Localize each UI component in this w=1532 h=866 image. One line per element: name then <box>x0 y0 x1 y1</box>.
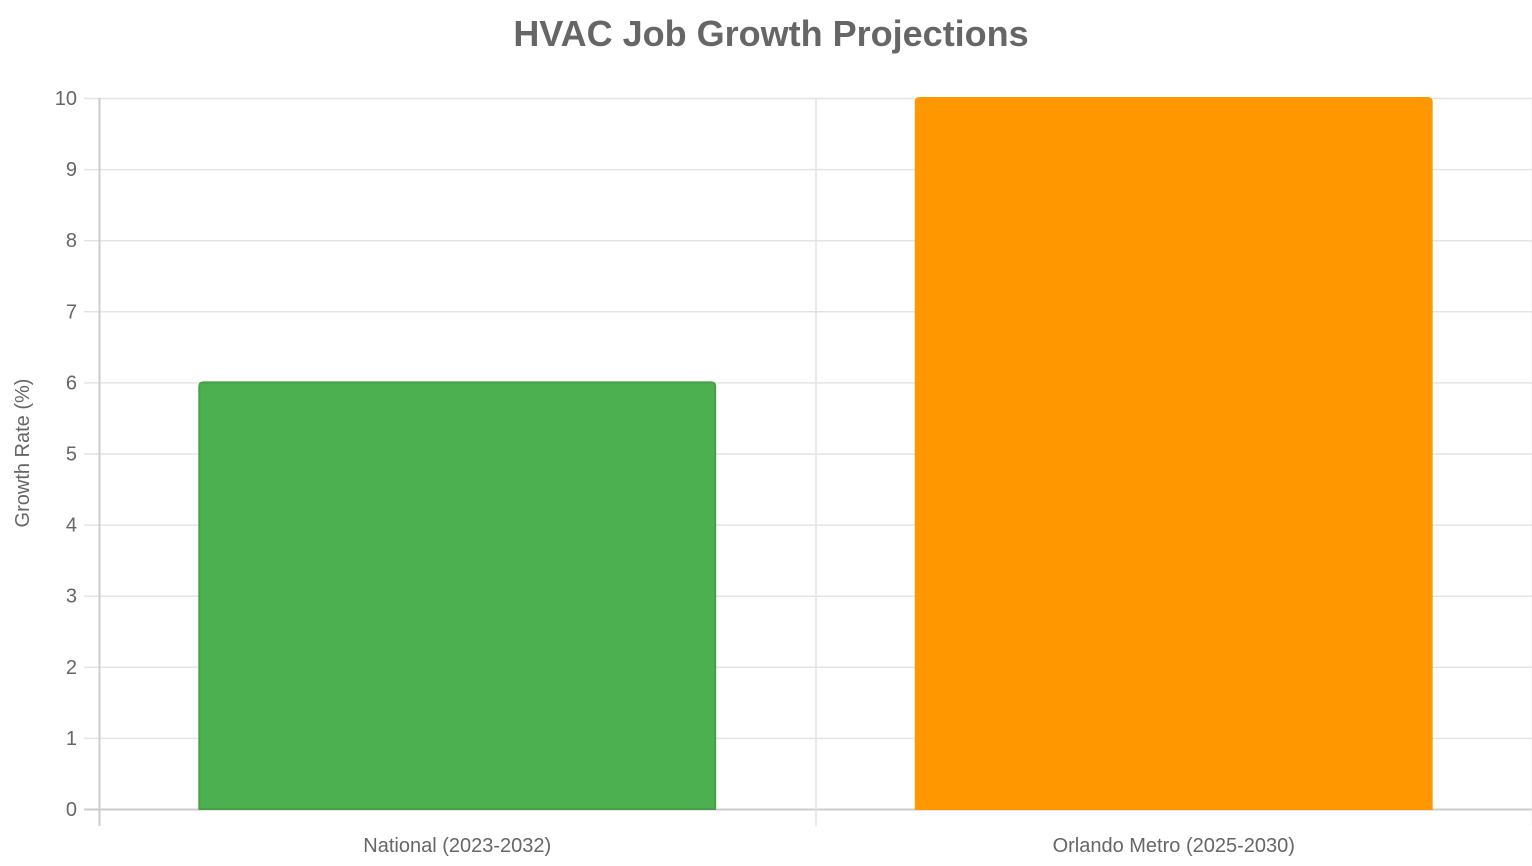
x-axis-ticks: National (2023-2032) Orlando Metro (2025-… <box>363 835 1295 857</box>
y-tick-label: 10 <box>55 88 77 110</box>
x-tick-label: Orlando Metro (2025-2030) <box>1053 835 1295 857</box>
y-tick-label: 0 <box>66 799 77 821</box>
y-tick-label: 9 <box>66 159 77 181</box>
y-tick-label: 6 <box>66 372 77 394</box>
bar-national[interactable] <box>198 381 717 810</box>
y-axis-ticks: 0 1 2 3 4 5 6 7 8 9 10 <box>55 88 77 821</box>
bars <box>198 97 1433 810</box>
chart-title: HVAC Job Growth Projections <box>513 13 1028 54</box>
y-tick-label: 1 <box>66 728 77 750</box>
y-tick-label: 2 <box>66 657 77 679</box>
y-tick-label: 5 <box>66 444 77 466</box>
y-tick-label: 7 <box>66 301 77 323</box>
y-axis-title: Growth Rate (%) <box>12 379 34 528</box>
x-tick-label: National (2023-2032) <box>363 835 551 857</box>
bar-orlando-metro[interactable] <box>914 97 1433 810</box>
y-tick-label: 3 <box>66 586 77 608</box>
y-tick-label: 4 <box>66 515 77 537</box>
y-tick-label: 8 <box>66 230 77 252</box>
